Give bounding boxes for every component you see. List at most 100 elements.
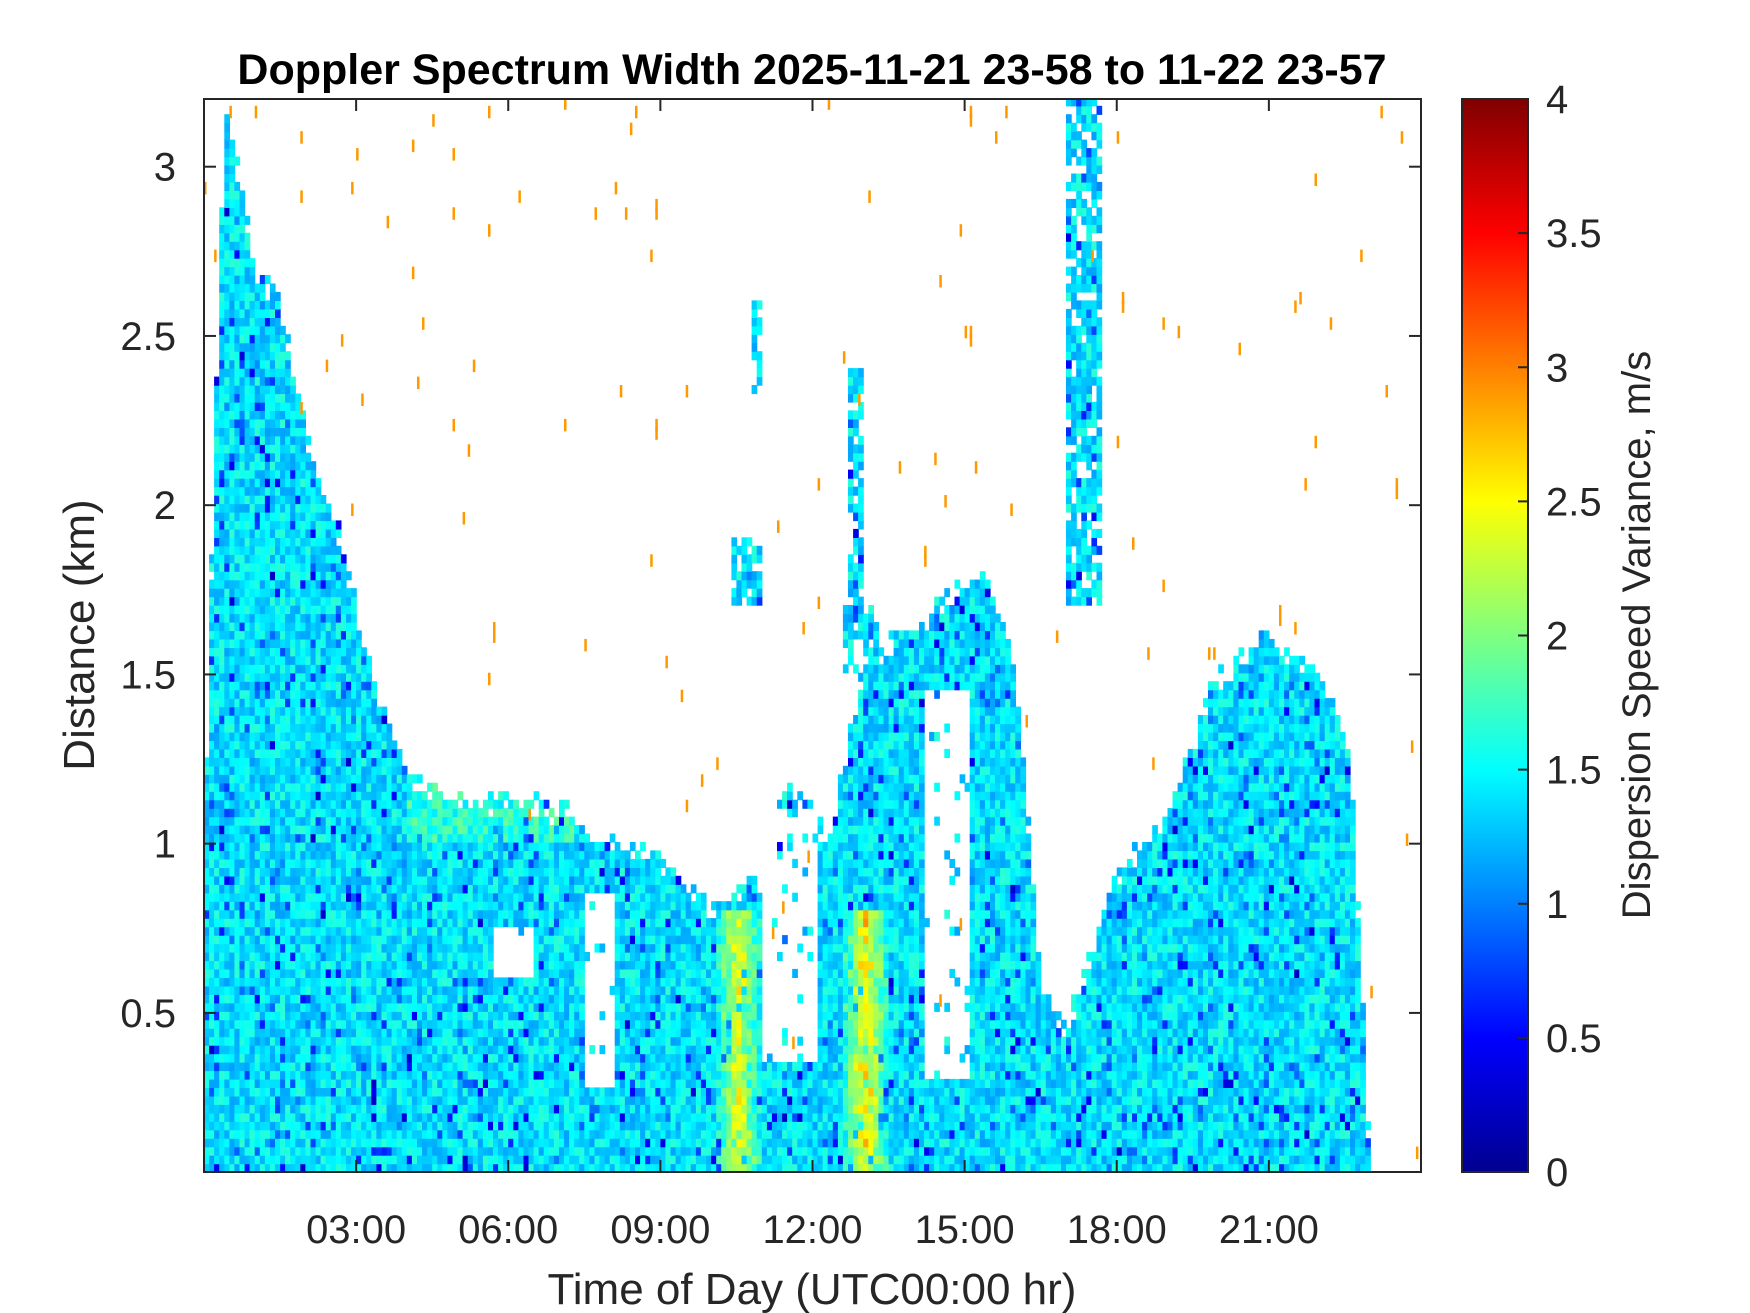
heatmap-cell bbox=[401, 1053, 408, 1063]
heatmap-cell bbox=[315, 596, 322, 606]
heatmap-cell bbox=[259, 943, 266, 953]
heatmap-cell bbox=[259, 275, 266, 285]
heatmap-cell bbox=[498, 1028, 504, 1038]
heatmap-cell bbox=[239, 748, 246, 758]
heatmap-cell bbox=[310, 757, 317, 767]
heatmap-cell bbox=[290, 613, 296, 623]
heatmap-cell bbox=[498, 901, 504, 911]
heatmap-cell bbox=[477, 1138, 484, 1148]
heatmap-cell bbox=[269, 808, 276, 818]
heatmap-cell bbox=[417, 808, 423, 818]
heatmap-cell bbox=[477, 1062, 484, 1072]
heatmap-cell bbox=[285, 613, 291, 623]
heatmap-cell bbox=[335, 825, 342, 835]
heatmap-cell bbox=[472, 960, 479, 970]
heatmap-cell bbox=[285, 681, 291, 691]
heatmap-cell bbox=[340, 706, 347, 716]
heatmap-cell bbox=[285, 1095, 291, 1105]
heatmap-cell bbox=[244, 952, 251, 962]
heatmap-cell bbox=[417, 1019, 423, 1029]
heatmap-cell bbox=[391, 985, 398, 995]
heatmap-cell bbox=[391, 740, 398, 750]
heatmap-cell bbox=[249, 1002, 256, 1012]
heatmap-cell bbox=[229, 1078, 236, 1088]
heatmap-cell bbox=[244, 740, 251, 750]
heatmap-cell bbox=[204, 909, 210, 919]
heatmap-cell bbox=[280, 1129, 286, 1139]
heatmap-cell bbox=[452, 842, 459, 852]
heatmap-cell bbox=[498, 791, 504, 801]
heatmap-cell bbox=[488, 105, 491, 119]
heatmap-cell bbox=[234, 782, 241, 792]
heatmap-cell bbox=[391, 935, 398, 945]
heatmap-cell bbox=[239, 630, 246, 640]
heatmap-cell bbox=[305, 1053, 312, 1063]
heatmap-cell bbox=[432, 1062, 438, 1072]
heatmap-cell bbox=[310, 723, 317, 733]
heatmap-cell bbox=[559, 1138, 565, 1148]
heatmap-cell bbox=[285, 427, 291, 437]
heatmap-cell bbox=[280, 469, 286, 479]
heatmap-cell bbox=[366, 1155, 372, 1165]
heatmap-cell bbox=[264, 469, 271, 479]
heatmap-cell bbox=[305, 715, 312, 725]
heatmap-cell bbox=[432, 833, 438, 843]
heatmap-cell bbox=[295, 1146, 301, 1156]
heatmap-cell bbox=[574, 875, 580, 885]
heatmap-cell bbox=[361, 1062, 367, 1072]
heatmap-cell bbox=[467, 943, 474, 953]
heatmap-cell bbox=[457, 926, 464, 936]
heatmap-cell bbox=[508, 985, 514, 995]
heatmap-cell bbox=[569, 977, 575, 987]
heatmap-cell bbox=[477, 884, 484, 894]
heatmap-cell bbox=[351, 748, 357, 758]
heatmap-cell bbox=[335, 689, 342, 699]
heatmap-cell bbox=[472, 825, 479, 835]
heatmap-cell bbox=[224, 190, 230, 200]
heatmap-cell bbox=[351, 1028, 357, 1038]
heatmap-cell bbox=[427, 1087, 433, 1097]
heatmap-cell bbox=[239, 765, 246, 775]
heatmap-cell bbox=[417, 1163, 423, 1172]
heatmap-cell bbox=[259, 461, 266, 471]
heatmap-cell bbox=[340, 977, 347, 987]
heatmap-cell bbox=[538, 1104, 545, 1114]
heatmap-cell bbox=[285, 875, 291, 885]
heatmap-cell bbox=[325, 1062, 332, 1072]
heatmap-cell bbox=[564, 952, 570, 962]
heatmap-cell bbox=[559, 858, 565, 868]
heatmap-cell bbox=[381, 706, 388, 716]
heatmap-cell bbox=[569, 1095, 575, 1105]
heatmap-cell bbox=[340, 715, 347, 725]
heatmap-cell bbox=[361, 1163, 367, 1172]
heatmap-cell bbox=[290, 655, 296, 665]
heatmap-cell bbox=[209, 579, 215, 589]
heatmap-cell bbox=[280, 503, 286, 513]
heatmap-cell bbox=[543, 1146, 550, 1156]
heatmap-cell bbox=[249, 943, 256, 953]
heatmap-cell bbox=[280, 351, 286, 361]
heatmap-cell bbox=[417, 867, 423, 877]
heatmap-cell bbox=[553, 1121, 560, 1131]
heatmap-cell bbox=[224, 901, 230, 911]
heatmap-cell bbox=[214, 520, 220, 530]
heatmap-cell bbox=[564, 918, 570, 928]
heatmap-cell bbox=[528, 901, 535, 911]
heatmap-cell bbox=[244, 554, 251, 564]
heatmap-cell bbox=[386, 892, 393, 902]
heatmap-cell bbox=[244, 596, 251, 606]
heatmap-cell bbox=[508, 1062, 514, 1072]
heatmap-cell bbox=[290, 732, 296, 742]
heatmap-cell bbox=[335, 1095, 342, 1105]
heatmap-cell bbox=[285, 545, 291, 555]
heatmap-cell bbox=[330, 774, 337, 784]
heatmap-cell bbox=[335, 1129, 342, 1139]
heatmap-cell bbox=[584, 884, 590, 894]
heatmap-cell bbox=[224, 782, 230, 792]
heatmap-cell bbox=[503, 858, 509, 868]
heatmap-cell bbox=[254, 935, 261, 945]
heatmap-cell bbox=[209, 664, 215, 674]
heatmap-cell bbox=[275, 765, 281, 775]
heatmap-cell bbox=[264, 655, 271, 665]
heatmap-cell bbox=[280, 850, 286, 860]
